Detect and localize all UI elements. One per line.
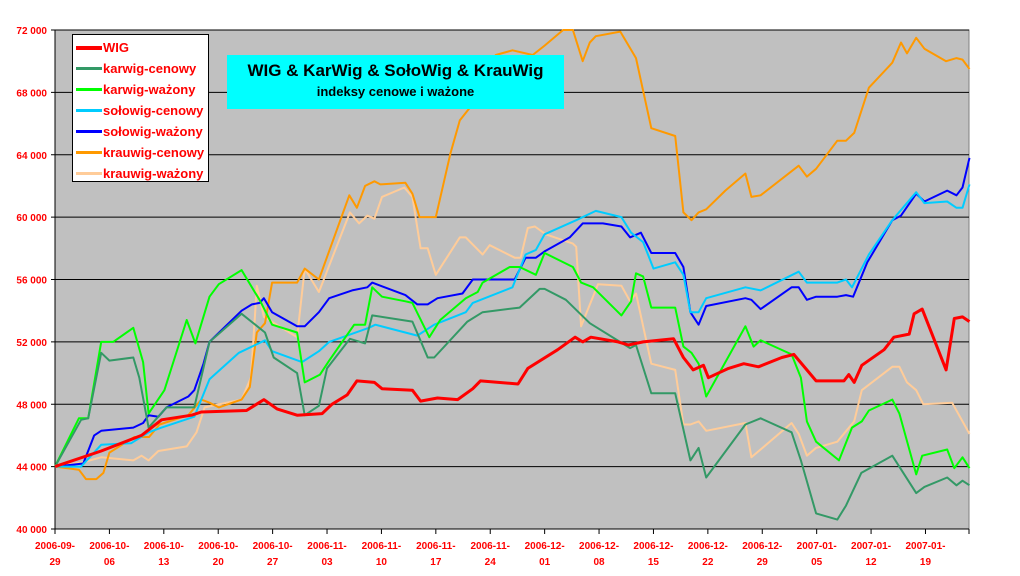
series-line-sołowig-ważony [54, 157, 971, 468]
legend-item: sołowig-ważony [76, 121, 208, 142]
legend-item: sołowig-cenowy [76, 100, 208, 121]
series-lines [54, 29, 971, 521]
y-tick-label: 52 000 [16, 338, 47, 349]
legend: WIG karwig-cenowy karwig-ważony sołowig-cen… [72, 34, 209, 182]
x-tick-label: 2007-01- [797, 541, 837, 552]
series-line-karwig-ważony [54, 252, 971, 476]
x-tick-label: 15 [648, 557, 660, 568]
x-tick-label: 2006-12- [742, 541, 782, 552]
chart-title: WIG & KarWig & SołoWig & KrauWig [247, 61, 544, 80]
x-tick-label: 2007-01- [905, 541, 945, 552]
legend-item: krauwig-cenowy [76, 142, 208, 163]
gridlines [55, 29, 969, 468]
y-tick-label: 68 000 [16, 88, 47, 99]
chart-subtitle: indeksy cenowe i ważone [316, 84, 475, 99]
legend-label: sołowig-ważony [103, 124, 203, 139]
legend-item: WIG [76, 37, 208, 58]
x-tick-label: 2006-12- [688, 541, 728, 552]
x-tick-label: 05 [811, 557, 823, 568]
x-tick-label: 2006-10- [144, 541, 184, 552]
x-tick-label: 2006-10- [198, 541, 238, 552]
legend-swatch [76, 88, 102, 91]
y-tick-label: 60 000 [16, 213, 47, 224]
legend-label: karwig-ważony [103, 82, 196, 97]
chart-title-box: WIG & KarWig & SołoWig & KrauWig indeksy… [227, 55, 564, 109]
x-tick-label: 19 [920, 557, 932, 568]
x-tick-label: 17 [430, 557, 442, 568]
x-tick-label: 29 [49, 557, 61, 568]
x-tick-label: 2007-01- [851, 541, 891, 552]
legend-swatch [76, 67, 102, 70]
x-tick-label: 03 [321, 557, 333, 568]
legend-label: WIG [103, 40, 129, 55]
x-tick-label: 20 [213, 557, 225, 568]
x-tick-label: 2006-11- [416, 541, 455, 552]
legend-item: krauwig-ważony [76, 163, 208, 184]
legend-item: karwig-ważony [76, 79, 208, 100]
legend-swatch [76, 109, 102, 112]
series-line-krauwig-cenowy [54, 29, 971, 481]
y-axis: 40 000 44 000 48 000 52 000 56 000 60 000 64 0… [16, 26, 56, 536]
x-tick-label: 29 [757, 557, 769, 568]
legend-swatch [76, 151, 102, 154]
legend-swatch [76, 130, 102, 133]
y-tick-label: 64 000 [16, 151, 47, 162]
legend-label: krauwig-cenowy [103, 145, 205, 160]
legend-label: krauwig-ważony [103, 166, 204, 181]
x-tick-label: 2006-10- [253, 541, 293, 552]
x-tick-label: 2006-10- [89, 541, 129, 552]
y-tick-label: 44 000 [16, 463, 47, 474]
y-tick-label: 56 000 [16, 276, 47, 287]
x-tick-label: 22 [702, 557, 714, 568]
x-tick-label: 01 [539, 557, 551, 568]
series-line-krauwig-ważony [54, 186, 971, 468]
x-tick-label: 2006-12- [525, 541, 565, 552]
series-line-karwig-cenowy [54, 287, 971, 521]
series-line-WIG [54, 307, 971, 469]
legend-swatch [76, 45, 102, 50]
x-tick-label: 2006-12- [579, 541, 619, 552]
y-tick-label: 48 000 [16, 400, 47, 411]
x-tick-label: 27 [267, 557, 279, 568]
x-tick-label: 06 [104, 557, 116, 568]
series-line-sołowig-cenowy [55, 184, 971, 468]
x-tick-label: 08 [593, 557, 605, 568]
x-tick-label: 2006-09- [35, 541, 75, 552]
x-tick-label: 24 [485, 557, 497, 568]
legend-label: sołowig-cenowy [103, 103, 204, 118]
x-tick-label: 12 [866, 557, 878, 568]
x-tick-label: 10 [376, 557, 388, 568]
legend-label: karwig-cenowy [103, 61, 197, 76]
x-tick-label: 2006-11- [470, 541, 509, 552]
y-tick-label: 40 000 [16, 525, 47, 536]
x-tick-label: 2006-12- [633, 541, 673, 552]
legend-item: karwig-cenowy [76, 58, 208, 79]
y-tick-label: 72 000 [16, 26, 47, 37]
x-axis: 2006-09- 29 2006-10- 06 2006-10- 13 2006-10- 20… [35, 528, 970, 568]
legend-swatch [76, 172, 102, 175]
x-tick-label: 2006-11- [362, 541, 401, 552]
x-tick-label: 2006-11- [307, 541, 346, 552]
x-tick-label: 13 [158, 557, 170, 568]
